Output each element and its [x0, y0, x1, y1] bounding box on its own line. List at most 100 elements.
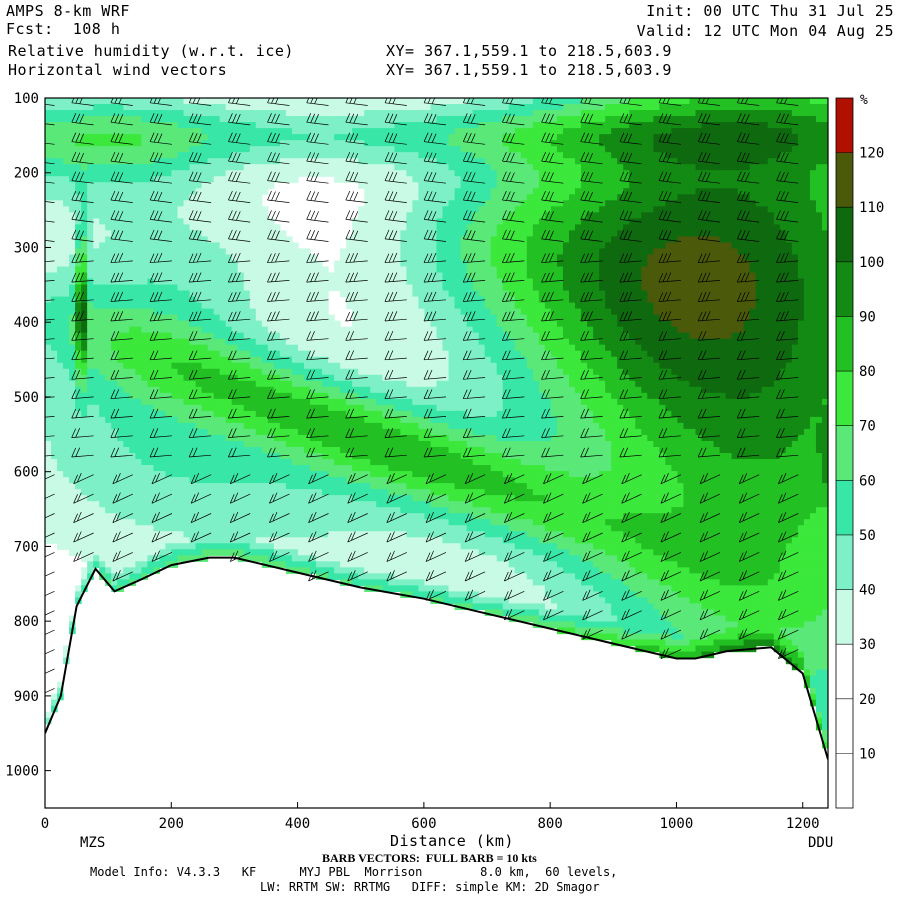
rh-cell	[219, 489, 227, 496]
rh-cell	[45, 428, 52, 436]
rh-cell	[153, 440, 161, 448]
rh-cell	[135, 206, 142, 213]
rh-cell	[334, 122, 341, 129]
rh-cell	[231, 398, 239, 406]
rh-cell	[147, 362, 155, 370]
rh-cell	[406, 290, 413, 298]
rh-cell	[123, 212, 130, 219]
rh-cell	[394, 254, 401, 262]
rh-cell	[370, 140, 377, 147]
rh-cell	[141, 519, 148, 526]
rh-cell	[51, 440, 58, 448]
rh-cell	[201, 308, 209, 316]
rh-cell	[183, 278, 191, 286]
rh-cell	[195, 224, 203, 231]
rh-cell	[291, 459, 299, 466]
rh-cell	[111, 116, 118, 123]
rh-cell	[141, 176, 148, 183]
rh-cell	[346, 116, 353, 123]
rh-cell	[322, 465, 329, 472]
rh-cell	[291, 555, 299, 562]
rh-cell	[225, 164, 233, 171]
rh-cell	[165, 152, 173, 159]
rh-cell	[352, 278, 359, 286]
rh-cell	[249, 260, 257, 268]
rh-cell	[111, 483, 118, 490]
rh-cell	[177, 386, 185, 394]
rh-cell	[45, 338, 52, 346]
rh-cell	[231, 212, 239, 219]
rh-cell	[430, 579, 438, 586]
rh-cell	[364, 495, 371, 502]
rh-cell	[328, 326, 335, 334]
rh-cell	[364, 176, 371, 183]
rh-cell	[57, 374, 64, 382]
rh-cell	[322, 272, 329, 280]
rh-cell	[105, 260, 112, 268]
rh-cell	[394, 218, 401, 225]
rh-cell	[285, 531, 293, 538]
rh-cell	[189, 434, 197, 442]
rh-cell	[352, 380, 359, 388]
rh-cell	[358, 404, 365, 412]
rh-cell	[352, 248, 359, 256]
rh-cell	[370, 422, 377, 430]
rh-cell	[249, 224, 257, 231]
rh-cell	[189, 440, 197, 448]
rh-cell	[424, 543, 432, 550]
rh-cell	[213, 182, 221, 189]
rh-cell	[159, 398, 167, 406]
rh-cell	[340, 398, 347, 406]
rh-cell	[255, 296, 263, 304]
rh-cell	[51, 404, 58, 412]
rh-cell	[99, 302, 106, 310]
rh-cell	[358, 272, 365, 280]
rh-cell	[273, 398, 281, 406]
rh-cell	[418, 531, 426, 538]
rh-cell	[147, 230, 155, 237]
rh-cell	[87, 332, 94, 340]
rh-cell	[57, 501, 64, 508]
rh-cell	[273, 531, 281, 538]
rh-cell	[57, 170, 64, 177]
rh-cell	[388, 344, 395, 352]
rh-cell	[310, 386, 317, 394]
rh-cell	[352, 170, 359, 177]
rh-cell	[328, 170, 335, 177]
rh-cell	[177, 98, 185, 105]
rh-cell	[201, 471, 209, 478]
rh-cell	[418, 302, 426, 310]
rh-cell	[255, 98, 263, 105]
rh-cell	[117, 158, 124, 165]
rh-cell	[213, 326, 221, 334]
rh-cell	[117, 182, 124, 189]
rh-cell	[267, 320, 275, 328]
rh-cell	[255, 380, 263, 388]
rh-cell	[75, 266, 82, 274]
rh-cell	[424, 104, 432, 111]
rh-cell	[412, 434, 420, 442]
rh-cell	[255, 404, 263, 412]
rh-cell	[291, 128, 299, 135]
rh-cell	[45, 501, 52, 508]
rh-cell	[93, 188, 100, 195]
rh-cell	[159, 380, 167, 388]
rh-cell	[340, 380, 347, 388]
rh-cell	[81, 392, 88, 400]
rh-cell	[279, 98, 287, 105]
rh-cell	[388, 200, 395, 207]
rh-cell	[99, 483, 106, 490]
rh-cell	[63, 453, 70, 460]
rh-cell	[346, 98, 353, 105]
rh-cell	[358, 206, 365, 213]
rh-cell	[99, 182, 106, 189]
rh-cell	[93, 344, 100, 352]
rh-cell	[213, 501, 221, 508]
rh-cell	[358, 134, 365, 141]
rh-cell	[135, 459, 142, 466]
rh-cell	[171, 260, 179, 268]
rh-cell	[243, 98, 251, 105]
rh-cell	[424, 380, 432, 388]
rh-cell	[322, 134, 329, 141]
rh-cell	[129, 140, 136, 147]
